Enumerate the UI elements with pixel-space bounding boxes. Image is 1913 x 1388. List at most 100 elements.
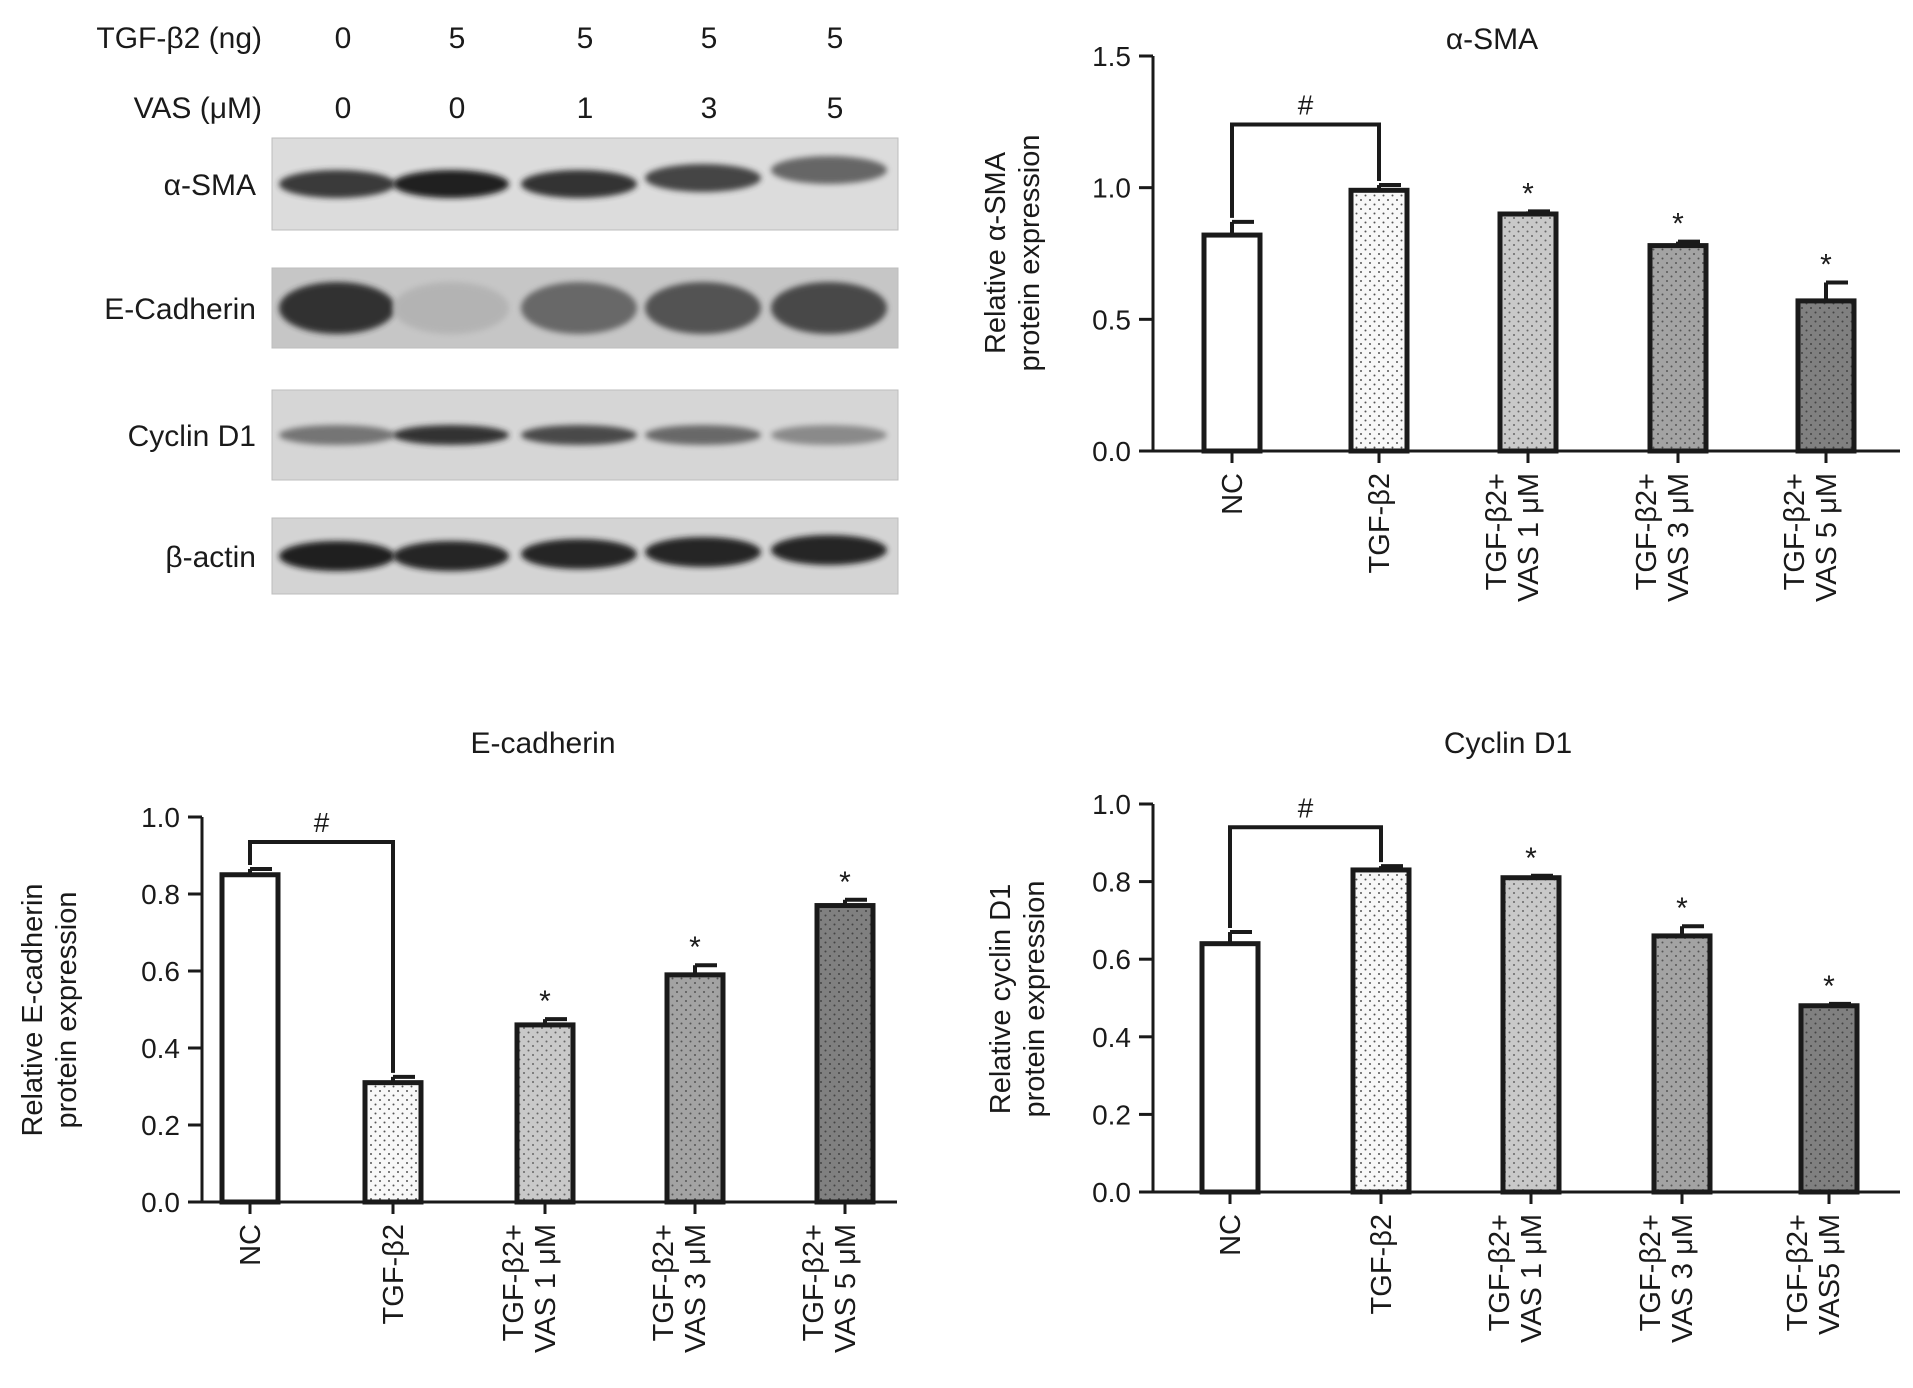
x-tick-label: NC: [235, 1224, 267, 1266]
blot-condition-value: 3: [701, 92, 718, 125]
bar: [814, 903, 876, 1205]
blot-band: [771, 156, 887, 184]
blot-band: [521, 282, 637, 334]
blot-band: [393, 170, 509, 198]
blot-band: [771, 425, 887, 445]
x-tick-label: TGF-β2: [378, 1224, 410, 1324]
y-axis-label-line: Relative α-SMA: [980, 151, 1012, 354]
significance-bracket: [248, 840, 395, 1073]
blot-condition-value: 5: [827, 92, 844, 125]
significance-marker: *: [1525, 842, 1537, 875]
blot-band: [279, 425, 395, 445]
significance-marker: *: [1676, 892, 1688, 925]
cyclin-d1-bar-chart: Cyclin D1 Relative cyclin D1protein expre…: [985, 727, 1900, 1343]
bar: [1651, 933, 1713, 1195]
y-axis-label-line: protein expression: [51, 892, 83, 1129]
x-tick-label: TGF-β2+VAS 5 μM: [798, 1224, 862, 1353]
x-tick-label-line: VAS 1 μM: [1513, 473, 1545, 602]
x-tick-label-line: TGF-β2+: [798, 1224, 830, 1341]
blot-row-e-cadherin: E-Cadherin: [104, 267, 899, 349]
x-tick-label: NC: [1215, 1214, 1247, 1256]
x-tick-label: TGF-β2+VAS 1 μM: [1481, 473, 1545, 602]
y-tick-label: 0.2: [1092, 1099, 1131, 1130]
x-tick-label: TGF-β2+VAS 3 μM: [648, 1224, 712, 1353]
blot-condition-value: 0: [335, 92, 352, 125]
blot-band: [645, 537, 761, 567]
bar: [1497, 211, 1559, 454]
y-axis-label-line: Relative E-cadherin: [17, 883, 49, 1136]
x-tick-label-line: VAS 3 μM: [1663, 473, 1695, 602]
significance-bracket: [1230, 122, 1381, 218]
x-tick-label: TGF-β2+VAS 1 μM: [1484, 1214, 1548, 1343]
y-tick-label: 0.2: [141, 1110, 180, 1141]
blot-condition-value: 0: [449, 92, 466, 125]
x-tick-label: TGF-β2+VAS5 μM: [1782, 1214, 1846, 1335]
blot-band: [645, 282, 761, 334]
bar: [664, 972, 726, 1205]
y-tick-label: 0.8: [1092, 867, 1131, 898]
blot-membrane-edge: [271, 137, 899, 231]
y-axis-label: Relative α-SMAprotein expression: [980, 135, 1046, 372]
x-tick-label: TGF-β2: [1364, 473, 1396, 573]
x-tick-label-line: NC: [1217, 473, 1249, 515]
e-cadherin-bar-chart: E-cadherin Relative E-cadherinprotein exp…: [17, 727, 897, 1353]
significance-bracket: [1228, 825, 1383, 929]
x-tick-label: TGF-β2+VAS 1 μM: [498, 1224, 562, 1353]
y-tick-label: 0.4: [1092, 1022, 1131, 1053]
x-tick-label-line: TGF-β2+: [1631, 473, 1663, 590]
blot-condition-value: 5: [577, 22, 594, 55]
x-tick-label: TGF-β2: [1366, 1214, 1398, 1314]
y-tick-label: 0.4: [141, 1033, 180, 1064]
y-axis-label-line: protein expression: [1014, 135, 1046, 372]
blot-membrane-edge: [271, 517, 899, 595]
blot-row-actin: β-actin: [165, 517, 899, 595]
bar: [1350, 867, 1412, 1195]
blot-condition-label: TGF-β2 (ng): [96, 22, 262, 55]
blot-band: [645, 164, 761, 192]
x-tick-label-line: TGF-β2+: [1484, 1214, 1516, 1331]
blot-row-sma: α-SMA: [164, 137, 899, 231]
x-tick-label-line: TGF-β2+: [498, 1224, 530, 1341]
y-axis-label-line: Relative cyclin D1: [985, 884, 1017, 1114]
significance-marker: *: [689, 931, 701, 964]
y-tick-label: 1.5: [1092, 41, 1131, 72]
blot-band: [393, 541, 509, 571]
significance-marker: *: [1672, 208, 1684, 241]
x-tick-label-line: VAS5 μM: [1814, 1214, 1846, 1335]
y-tick-label: 0.0: [141, 1187, 180, 1218]
blot-band-label: α-SMA: [164, 169, 256, 202]
significance-marker: *: [1823, 970, 1835, 1003]
x-tick-label-line: TGF-β2: [1366, 1214, 1398, 1314]
x-tick-label-line: TGF-β2: [1364, 473, 1396, 573]
y-tick-label: 1.0: [1092, 789, 1131, 820]
x-tick-label: NC: [1217, 473, 1249, 515]
y-axis-label: Relative cyclin D1protein expression: [985, 881, 1051, 1118]
x-tick-label: TGF-β2+VAS 3 μM: [1635, 1214, 1699, 1343]
bar: [219, 872, 281, 1205]
significance-marker: *: [1522, 177, 1534, 210]
bracket-label: #: [1298, 89, 1314, 120]
blot-condition-value: 0: [335, 22, 352, 55]
blot-band: [771, 282, 887, 334]
bar: [514, 1022, 576, 1205]
bracket-label: #: [1298, 792, 1314, 823]
blot-membrane-edge: [271, 267, 899, 349]
alpha-sma-bar-chart: α-SMA Relative α-SMAprotein expression 0.0…: [980, 23, 1900, 602]
chart-title: E-cadherin: [470, 727, 615, 760]
x-tick-label-line: TGF-β2+: [1635, 1214, 1667, 1331]
blot-condition-value: 1: [577, 92, 594, 125]
blot-membrane-edge: [271, 389, 899, 481]
significance-marker: *: [539, 985, 551, 1018]
x-tick-label-line: VAS 5 μM: [1811, 473, 1843, 602]
western-blot-panel: TGF-β2 (ng) 0 5 5 5 5 VAS (μM) 0 0 1 3 5 α-SMA E-Cadh…: [96, 22, 899, 595]
blot-condition-value: 5: [827, 22, 844, 55]
x-tick-label-line: NC: [235, 1224, 267, 1266]
x-tick-label-line: VAS 5 μM: [830, 1224, 862, 1353]
chart-title: α-SMA: [1446, 23, 1538, 56]
x-tick-label: TGF-β2+VAS 3 μM: [1631, 473, 1695, 602]
chart-title: Cyclin D1: [1444, 727, 1572, 760]
bar: [1647, 243, 1709, 454]
blot-band-label: Cyclin D1: [128, 420, 256, 453]
significance-marker: *: [839, 866, 851, 899]
